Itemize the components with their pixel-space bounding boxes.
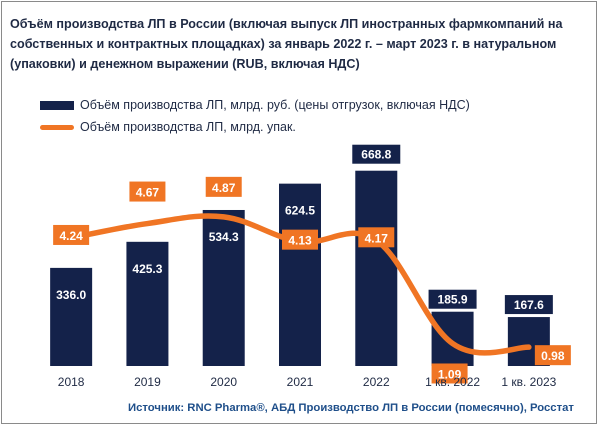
line-value-label-6: 0.98 [541, 349, 565, 363]
bar-0 [50, 267, 93, 366]
bar-1 [126, 241, 169, 366]
line-label-box-0 [53, 224, 90, 245]
line-value-label-4: 4.17 [365, 231, 389, 245]
bar-label-box-4 [352, 144, 401, 164]
line-label-box-4 [358, 227, 395, 248]
bar-value-label-5: 185.9 [438, 293, 468, 307]
bar-value-label-4: 668.8 [361, 148, 391, 162]
line-value-label-0: 4.24 [59, 229, 83, 243]
chart-title: Объём производства ЛП в России (включая … [10, 17, 563, 71]
bar-2 [202, 209, 245, 366]
x-tick-label-2: 2020 [210, 375, 237, 389]
x-tick-label-5: 1 кв. 2022 [425, 375, 480, 389]
x-tick-label-1: 2019 [134, 375, 161, 389]
x-tick-label-3: 2021 [287, 375, 314, 389]
x-tick-label-6: 1 кв. 2023 [501, 375, 556, 389]
line-value-label-5: 1.09 [438, 367, 462, 381]
line-label-box-3 [282, 229, 318, 250]
bar-5 [431, 311, 474, 366]
bar-value-label-6: 167.6 [514, 298, 544, 312]
legend: Объём производства ЛП, млрд. руб. (цены … [40, 94, 470, 138]
x-tick-label-4: 2022 [363, 375, 390, 389]
legend-item-line: Объём производства ЛП, млрд. упак. [40, 116, 470, 138]
bar-4 [355, 170, 398, 366]
bar-3 [279, 183, 321, 366]
legend-label-bars: Объём производства ЛП, млрд. руб. (цены … [80, 98, 470, 112]
line-value-label-3: 4.13 [288, 234, 312, 248]
legend-swatch-bars [40, 100, 74, 110]
bar-value-label-2: 534.3 [209, 230, 239, 244]
line-value-label-2: 4.87 [212, 181, 236, 195]
bar-label-box-5 [428, 289, 477, 309]
legend-item-bars: Объём производства ЛП, млрд. руб. (цены … [40, 94, 470, 116]
line-value-label-1: 4.67 [136, 186, 160, 200]
line-label-box-5 [431, 363, 468, 384]
line-label-box-1 [129, 181, 166, 202]
source-note: Источник: RNC Pharma®, АБД Производство … [128, 402, 574, 414]
legend-label-line: Объём производства ЛП, млрд. упак. [80, 120, 296, 134]
legend-swatch-line [40, 124, 74, 130]
x-tick-label-0: 2018 [58, 375, 85, 389]
bar-value-label-3: 624.5 [285, 204, 315, 218]
bar-value-label-1: 425.3 [132, 262, 162, 276]
bar-value-label-0: 336.0 [56, 288, 86, 302]
line-label-box-2 [205, 176, 242, 197]
line-label-box-6 [534, 345, 571, 366]
bar-label-box-6 [504, 295, 553, 315]
